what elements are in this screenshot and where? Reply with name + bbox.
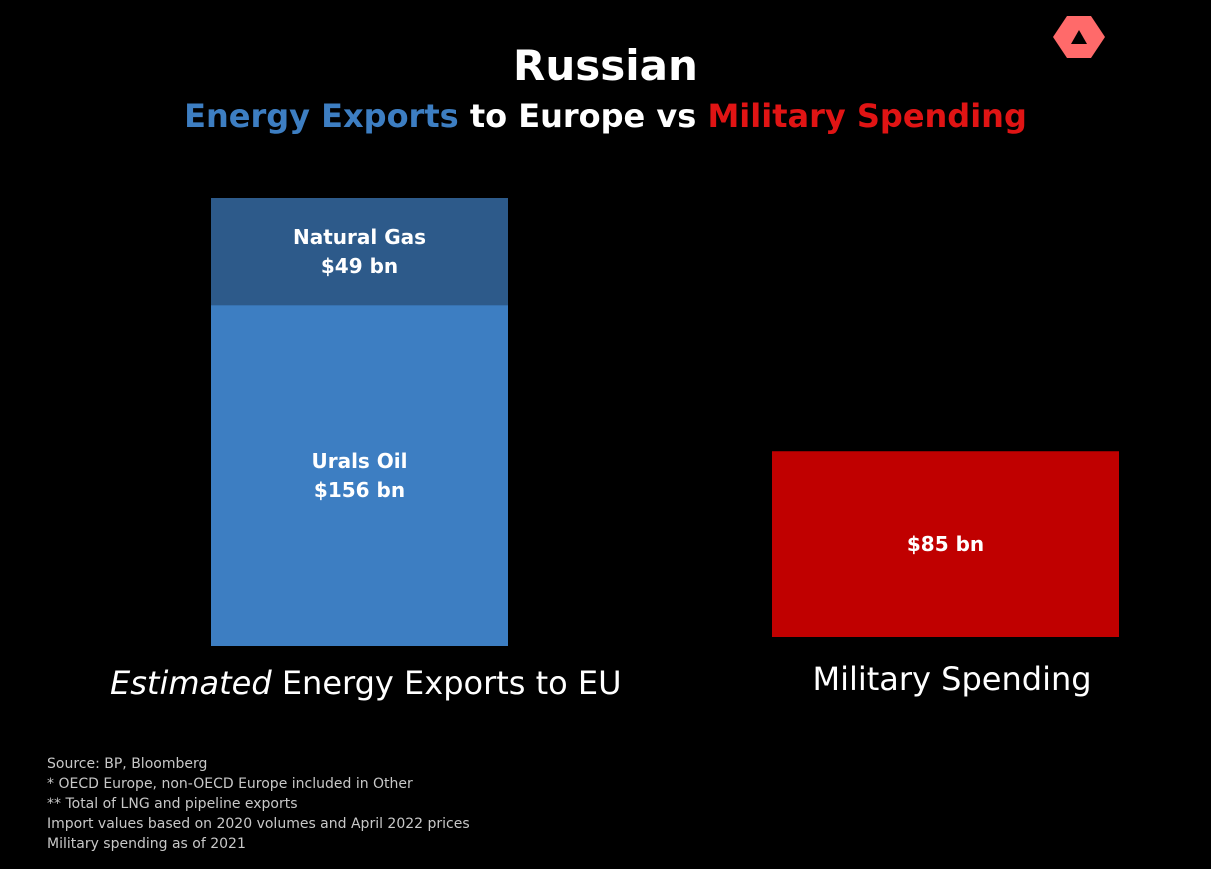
triangle-logo-icon [1053,16,1105,58]
bar-label-natural-gas: Natural Gas $49 bn [293,225,426,278]
segment-series-name: Urals Oil [311,449,407,473]
category-label-military-spending: Military Spending [752,660,1152,698]
footnote-lng: ** Total of LNG and pipeline exports [47,796,298,812]
category-label-energy-exports: Estimated Energy Exports to EU [110,664,622,702]
segment-value-label: $156 bn [314,478,405,502]
bar-label-military-spending: $85 bn [907,532,984,556]
bar-segment-natural-gas [211,198,508,306]
footnote-oecd: * OECD Europe, non-OECD Europe included … [47,776,413,792]
footnote-military: Military spending as of 2021 [47,836,246,852]
category-label-rest: Energy Exports to EU [271,664,622,702]
bar-segment-urals-oil [211,305,508,646]
segment-series-name: Natural Gas [293,225,426,249]
category-label-rest: Military Spending [812,660,1092,698]
subtitle-connector: to Europe vs [458,97,708,135]
chart-subtitle: Energy Exports to Europe vs Military Spe… [0,95,1211,137]
footnote-source: Source: BP, Bloomberg [47,756,208,772]
footnote-import-values: Import values based on 2020 volumes and … [47,816,470,832]
segment-value-label: $85 bn [907,532,984,556]
bar-label-urals-oil: Urals Oil $156 bn [311,449,407,502]
bar-military-spending [772,451,1119,637]
subtitle-military-spending: Military Spending [707,97,1027,135]
subtitle-energy-exports: Energy Exports [184,97,459,135]
category-label-emphasis: Estimated [110,664,272,702]
footnotes: Source: BP, Bloomberg * OECD Europe, non… [47,754,470,854]
chart-title: Russian [513,41,698,90]
segment-value-label: $49 bn [321,254,398,278]
